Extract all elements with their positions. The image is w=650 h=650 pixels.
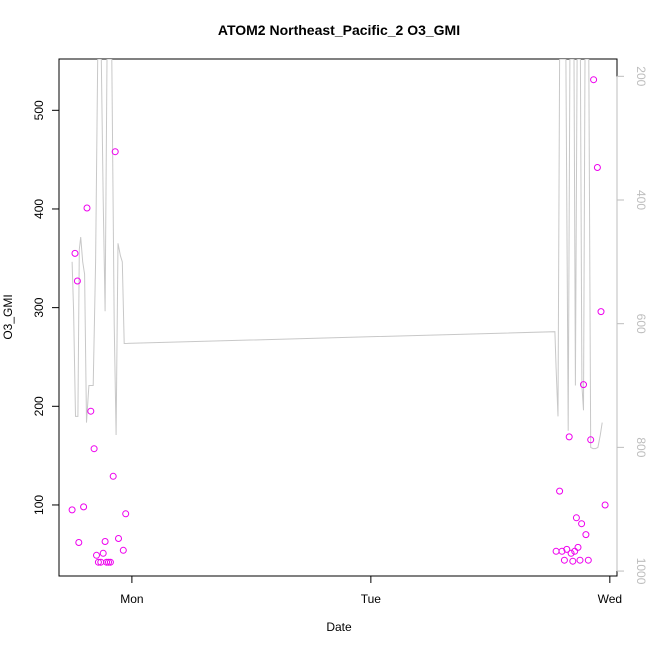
pressure-line-layer [71, 59, 603, 450]
data-point [580, 381, 587, 389]
data-point [597, 308, 605, 316]
data-point [90, 445, 98, 453]
data-point [109, 472, 117, 480]
right-axis: 200 400 600 800 1000 [616, 66, 648, 585]
data-point [119, 546, 127, 554]
right-tick-label: 200 [634, 66, 648, 86]
plot-frame [58, 58, 618, 577]
data-point [80, 503, 88, 511]
data-point [574, 543, 582, 551]
data-point [590, 76, 598, 84]
data-point [83, 204, 91, 212]
data-point [87, 407, 95, 415]
data-point [101, 538, 109, 545]
x-tick-label: Wed [598, 592, 622, 606]
y-tick-label: 300 [32, 297, 46, 317]
y-tick-label: 400 [32, 199, 46, 219]
x-tick-label: Tue [361, 592, 382, 606]
data-point [99, 549, 107, 557]
data-point [558, 547, 566, 555]
data-point [75, 539, 83, 546]
pressure-line [71, 59, 603, 450]
y-axis: 100 200 300 400 500 [32, 100, 60, 515]
data-point [584, 556, 592, 564]
data-point [103, 558, 111, 566]
x-tick-label: Mon [120, 592, 143, 606]
data-point [556, 487, 564, 495]
data-point [122, 510, 130, 518]
data-point [601, 501, 609, 509]
data-point [93, 551, 100, 559]
right-tick-label: 800 [634, 437, 648, 457]
data-point [565, 433, 573, 441]
y-tick-label: 200 [32, 396, 46, 416]
data-point [569, 557, 577, 565]
right-tick-label: 600 [634, 314, 648, 334]
data-point [68, 506, 76, 514]
x-axis-label: Date [326, 620, 352, 634]
data-point [572, 514, 580, 522]
data-point [587, 436, 595, 444]
data-point [115, 535, 122, 542]
data-point [111, 148, 119, 156]
data-point [73, 277, 81, 285]
data-point [106, 558, 114, 566]
data-point [105, 558, 112, 566]
data-point [593, 164, 601, 171]
data-point [582, 531, 590, 539]
data-point [578, 520, 586, 528]
data-point [560, 556, 568, 564]
chart-title: ATOM2 Northeast_Pacific_2 O3_GMI [218, 22, 460, 38]
y-tick-label: 100 [32, 495, 46, 515]
x-axis: Mon Tue Wed [120, 575, 622, 606]
points-layer [68, 76, 609, 566]
y-tick-label: 500 [32, 100, 46, 120]
y-axis-label: O3_GMI [1, 294, 15, 339]
data-point [552, 547, 560, 555]
data-point [71, 249, 79, 257]
data-point [567, 549, 575, 557]
data-point [94, 558, 102, 566]
data-point [563, 545, 571, 553]
right-tick-label: 400 [634, 190, 648, 210]
right-tick-label: 1000 [634, 558, 648, 585]
data-point [576, 556, 584, 564]
